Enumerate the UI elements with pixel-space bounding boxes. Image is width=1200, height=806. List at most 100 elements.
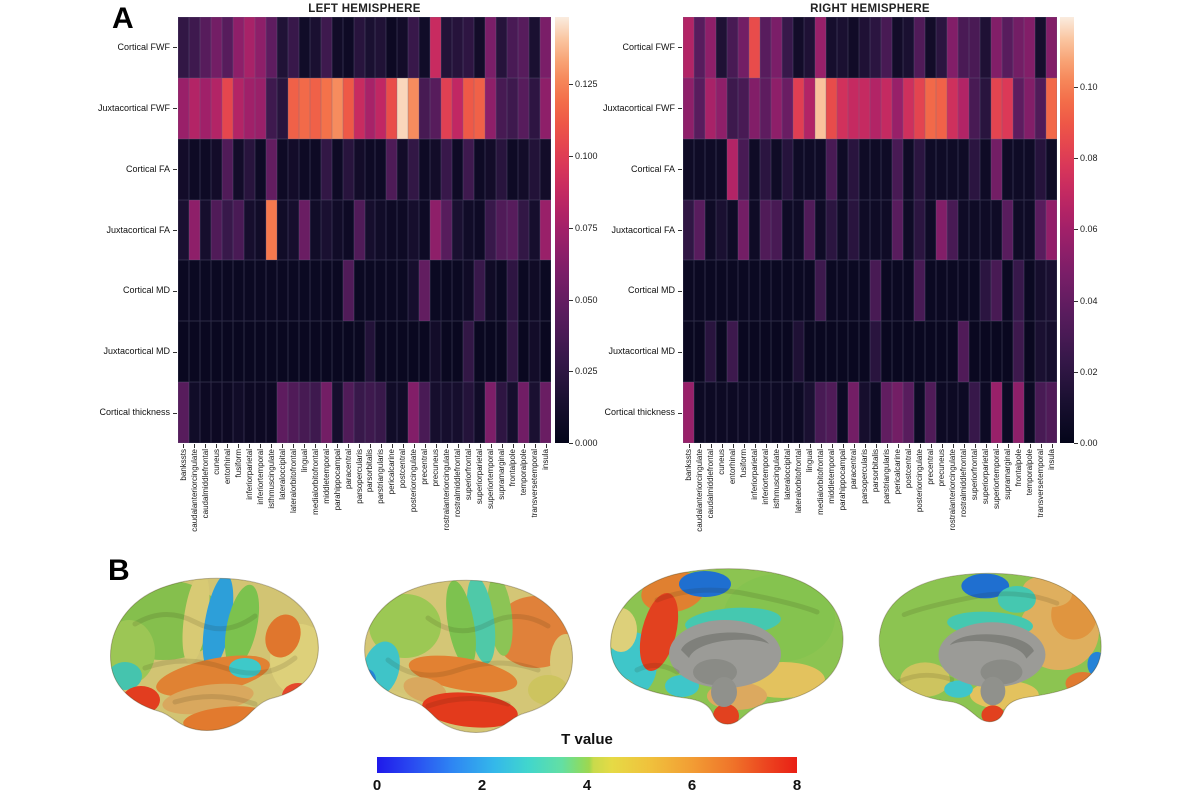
heatmap-cell [705, 77, 716, 139]
heatmap-cell [1013, 321, 1024, 383]
heatmap-cell [518, 199, 530, 261]
heatmap-cell [925, 321, 936, 383]
heatmap-cell [441, 199, 453, 261]
heatmap-cell [694, 321, 705, 383]
heatmap-cell [419, 199, 431, 261]
row-tick [173, 230, 177, 231]
heatmap-cell [782, 77, 793, 139]
heatmap-cell [485, 199, 497, 261]
colorbar-tick-label: 0.050 [575, 294, 598, 305]
column-tick [194, 444, 196, 448]
heatmap-cell [221, 17, 233, 78]
heatmap-cell [980, 382, 991, 443]
heatmap-cell [298, 17, 310, 78]
heatmap-cell [243, 199, 255, 261]
heatmap-cell [507, 321, 519, 383]
column-tick [501, 444, 503, 448]
heatmap-cell [1013, 17, 1024, 78]
heatmap-cell [232, 199, 244, 261]
heatmap-cell [1035, 382, 1046, 443]
heatmap-cell [529, 77, 541, 139]
heatmap-cell [199, 321, 211, 383]
column-tick [831, 444, 833, 448]
heatmap-cell [683, 382, 694, 443]
heatmap-cell [496, 17, 508, 78]
heatmap-cell [287, 17, 299, 78]
heatmap-cell [496, 138, 508, 200]
heatmap-cell [397, 199, 409, 261]
heatmap-cell [826, 138, 837, 200]
heatmap-cell [331, 382, 343, 443]
heatmap-cell [419, 321, 431, 383]
heatmap-cell [408, 77, 420, 139]
heatmap-cell [188, 199, 200, 261]
column-label: lateraloccipital [277, 449, 287, 500]
heatmap-cell [452, 17, 464, 78]
heatmap-cell [265, 17, 277, 78]
heatmap-cell [463, 260, 475, 322]
heatmap-cell [232, 321, 244, 383]
heatmap-cell [1024, 321, 1035, 383]
heatmap-cell [386, 77, 398, 139]
heatmap-cell [188, 321, 200, 383]
heatmap-cell [210, 321, 222, 383]
heatmap-cell [331, 17, 343, 78]
column-tick [227, 444, 229, 448]
heatmap-cell [705, 321, 716, 383]
column-tick [1007, 444, 1009, 448]
colorbar-tick-label: 0.04 [1080, 295, 1098, 306]
heatmap-cell [760, 77, 771, 139]
heatmap-cell [870, 77, 881, 139]
colorbar-tick-label: 0.02 [1080, 366, 1098, 377]
heatmap-cell [298, 382, 310, 443]
heatmap-cell [1002, 77, 1013, 139]
heatmap-cell [309, 77, 321, 139]
column-label: precuneus [937, 449, 946, 487]
heatmap-cell [804, 138, 815, 200]
heatmap-cell [353, 17, 365, 78]
heatmap-cell [298, 260, 310, 322]
column-label: frontalpole [1014, 449, 1023, 487]
heatmap-cell [1035, 321, 1046, 383]
heatmap-cell [342, 138, 354, 200]
column-label: bankssts [684, 449, 693, 481]
heatmap-cell [474, 17, 486, 78]
heatmap-cell [441, 321, 453, 383]
heatmap-cell [529, 321, 541, 383]
heatmap-cell [463, 199, 475, 261]
heatmap-cell [309, 17, 321, 78]
heatmap-cell [210, 199, 222, 261]
heatmap-cell [178, 199, 189, 261]
row-tick [173, 47, 177, 49]
heatmap-cell [243, 321, 255, 383]
heatmap-cell [892, 138, 903, 200]
right-hemisphere-title: RIGHT HEMISPHERE [810, 3, 930, 15]
heatmap-cell [430, 382, 442, 443]
heatmap-cell [320, 382, 332, 443]
heatmap-cell [903, 77, 914, 139]
colorbar-tick [1074, 158, 1078, 160]
heatmap-cell [430, 260, 442, 322]
column-label: middletemporal [321, 449, 331, 504]
heatmap-cell [804, 321, 815, 383]
column-label: isthmuscingulate [772, 449, 781, 509]
heatmap-cell [859, 77, 870, 139]
heatmap-cell [705, 199, 716, 261]
heatmap-cell [386, 321, 398, 383]
heatmap-cell [936, 321, 947, 383]
heatmap-cell [342, 382, 354, 443]
heatmap-cell [826, 17, 837, 78]
heatmap-cell [342, 260, 354, 322]
column-tick [809, 444, 811, 448]
heatmap-cell [837, 382, 848, 443]
heatmap-cell [210, 260, 222, 322]
heatmap-cell [529, 260, 541, 322]
column-label: transversetemporal [1036, 449, 1045, 518]
column-tick [304, 444, 306, 448]
heatmap-cell [716, 382, 727, 443]
heatmap-cell [991, 199, 1002, 261]
heatmap-cell [826, 260, 837, 322]
column-label: bankssts [178, 449, 188, 481]
heatmap-cell [815, 382, 826, 443]
heatmap-cell [991, 77, 1002, 139]
